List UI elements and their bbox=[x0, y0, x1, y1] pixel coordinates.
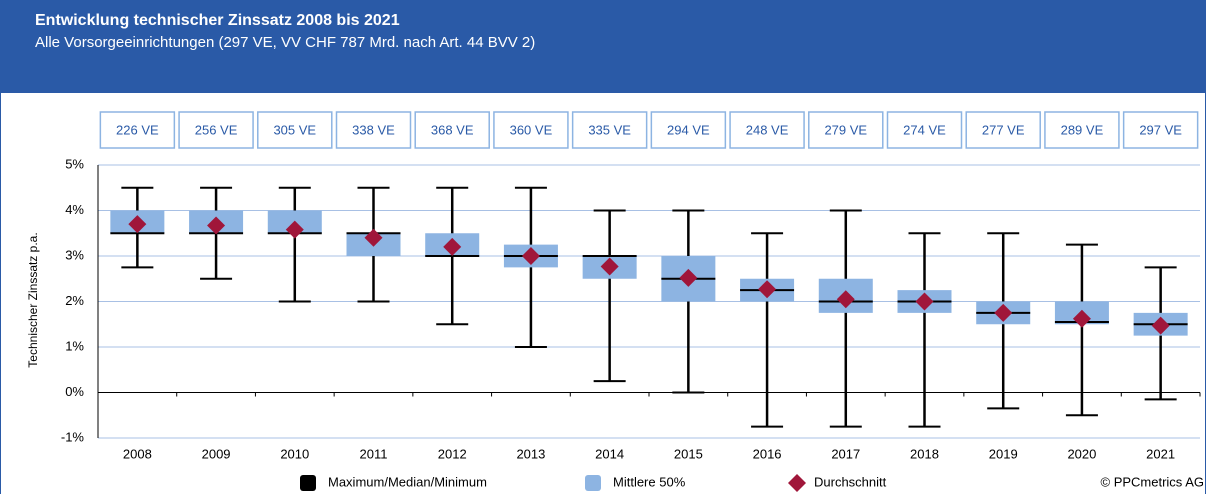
count-box bbox=[1122, 111, 1199, 149]
x-tick-label: 2021 bbox=[1146, 446, 1175, 461]
mean-marker bbox=[128, 215, 147, 234]
count-box bbox=[335, 111, 412, 149]
y-tick-label: 3% bbox=[65, 247, 84, 262]
y-tick-label: 1% bbox=[65, 338, 84, 353]
x-tick-label: 2012 bbox=[438, 446, 467, 461]
x-tick-label: 2016 bbox=[753, 446, 782, 461]
header-band bbox=[0, 0, 1206, 93]
mean-marker bbox=[915, 292, 934, 311]
count-box bbox=[99, 111, 176, 149]
y-axis-label: Technischer Zinssatz p.a. bbox=[26, 232, 40, 367]
count-label: 360 VE bbox=[510, 122, 553, 137]
legend-swatch bbox=[585, 475, 601, 491]
count-box bbox=[178, 111, 254, 149]
x-tick-label: 2013 bbox=[516, 446, 545, 461]
chart-subtitle: Alle Vorsorgeeinrichtungen (297 VE, VV C… bbox=[35, 34, 535, 51]
count-box bbox=[571, 111, 648, 149]
count-box bbox=[650, 111, 727, 149]
mean-marker bbox=[207, 216, 226, 235]
count-box bbox=[729, 111, 805, 149]
count-label: 279 VE bbox=[824, 122, 867, 137]
legend-swatch bbox=[300, 475, 316, 491]
count-box bbox=[965, 111, 1041, 149]
count-label: 274 VE bbox=[903, 122, 946, 137]
count-label: 256 VE bbox=[195, 122, 238, 137]
count-label: 297 VE bbox=[1139, 122, 1182, 137]
x-tick-label: 2015 bbox=[674, 446, 703, 461]
x-tick-label: 2010 bbox=[280, 446, 309, 461]
count-label: 305 VE bbox=[273, 122, 316, 137]
count-box bbox=[808, 111, 884, 149]
y-tick-label: 4% bbox=[65, 202, 84, 217]
mean-marker bbox=[994, 303, 1013, 322]
mean-marker bbox=[443, 237, 462, 256]
x-tick-label: 2008 bbox=[123, 446, 152, 461]
y-tick-label: 2% bbox=[65, 293, 84, 308]
count-box bbox=[886, 111, 963, 149]
count-label: 294 VE bbox=[667, 122, 710, 137]
mean-marker bbox=[364, 228, 383, 247]
count-box bbox=[257, 111, 333, 149]
legend-swatch bbox=[788, 474, 806, 492]
y-tick-label: 5% bbox=[65, 156, 84, 171]
y-tick-label: -1% bbox=[61, 429, 85, 444]
count-label: 277 VE bbox=[982, 122, 1025, 137]
x-tick-label: 2018 bbox=[910, 446, 939, 461]
count-label: 248 VE bbox=[746, 122, 789, 137]
mean-marker bbox=[285, 220, 304, 239]
x-tick-label: 2011 bbox=[360, 446, 388, 461]
x-tick-label: 2014 bbox=[595, 446, 624, 461]
legend-label: Maximum/Median/Minimum bbox=[328, 474, 487, 489]
legend-label: Durchschnitt bbox=[814, 474, 887, 489]
chart-title: Entwicklung technischer Zinssatz 2008 bi… bbox=[35, 12, 400, 29]
mean-marker bbox=[836, 290, 855, 309]
mean-marker bbox=[600, 257, 619, 276]
mean-marker bbox=[679, 268, 698, 287]
count-box bbox=[1044, 111, 1120, 149]
source-note: © PPCmetrics AG bbox=[1101, 474, 1205, 489]
x-tick-label: 2020 bbox=[1067, 446, 1096, 461]
count-label: 335 VE bbox=[588, 122, 631, 137]
x-tick-label: 2009 bbox=[202, 446, 231, 461]
count-box bbox=[414, 111, 490, 149]
count-label: 226 VE bbox=[116, 122, 159, 137]
y-tick-label: 0% bbox=[65, 384, 84, 399]
count-label: 289 VE bbox=[1061, 122, 1104, 137]
count-box bbox=[493, 111, 569, 149]
count-label: 368 VE bbox=[431, 122, 474, 137]
count-label: 338 VE bbox=[352, 122, 395, 137]
legend-label: Mittlere 50% bbox=[613, 474, 686, 489]
x-tick-label: 2019 bbox=[989, 446, 1018, 461]
mean-marker bbox=[758, 280, 777, 299]
mean-marker bbox=[1072, 309, 1091, 328]
mean-marker bbox=[521, 247, 540, 265]
mean-marker bbox=[1151, 316, 1170, 335]
x-tick-label: 2017 bbox=[831, 446, 860, 461]
